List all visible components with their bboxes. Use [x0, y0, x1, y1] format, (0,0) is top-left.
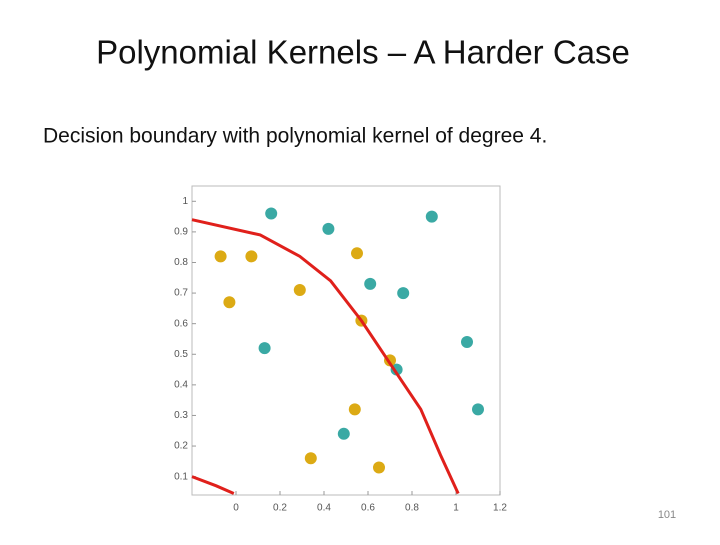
boundary-line [191, 475, 235, 495]
point [258, 342, 271, 355]
y-tick-label: 0.5 [174, 349, 188, 360]
point [425, 210, 438, 223]
point [214, 250, 227, 263]
y-tick-label: 0.3 [174, 410, 188, 421]
point [364, 277, 377, 290]
x-tick-label: 0.8 [405, 503, 419, 514]
point [461, 336, 473, 349]
point [293, 284, 306, 297]
x-tick-label: 1.2 [493, 503, 507, 514]
y-tick-label: 0.9 [174, 227, 188, 238]
x-tick-label: 0.6 [361, 503, 375, 514]
x-tick-label: 0.4 [317, 503, 331, 514]
point [245, 250, 258, 263]
point [265, 207, 278, 220]
slide-title: Polynomial Kernels – A Harder Case [96, 34, 630, 71]
point [373, 461, 385, 474]
y-tick-label: 1 [182, 196, 188, 207]
point [397, 287, 410, 300]
slide-subtitle: Decision boundary with polynomial kernel… [43, 125, 547, 148]
y-tick-label: 0.4 [174, 380, 188, 391]
plot-frame [191, 185, 501, 496]
point [322, 222, 335, 235]
y-tick-label: 0.2 [174, 441, 188, 452]
boundary-line [191, 218, 460, 495]
x-tick-label: 1 [453, 503, 459, 514]
y-tick-label: 0.6 [174, 318, 188, 329]
x-tick-label: 0 [233, 503, 239, 514]
point [348, 403, 361, 416]
point [351, 247, 363, 260]
point [472, 403, 484, 416]
y-tick-label: 0.1 [174, 471, 188, 482]
point [337, 427, 350, 440]
point [304, 452, 317, 465]
page-number: 101 [658, 509, 676, 521]
x-tick-label: 0.2 [273, 503, 287, 514]
y-tick-label: 0.7 [174, 288, 188, 299]
y-tick-label: 0.8 [174, 257, 188, 268]
point [223, 296, 236, 309]
